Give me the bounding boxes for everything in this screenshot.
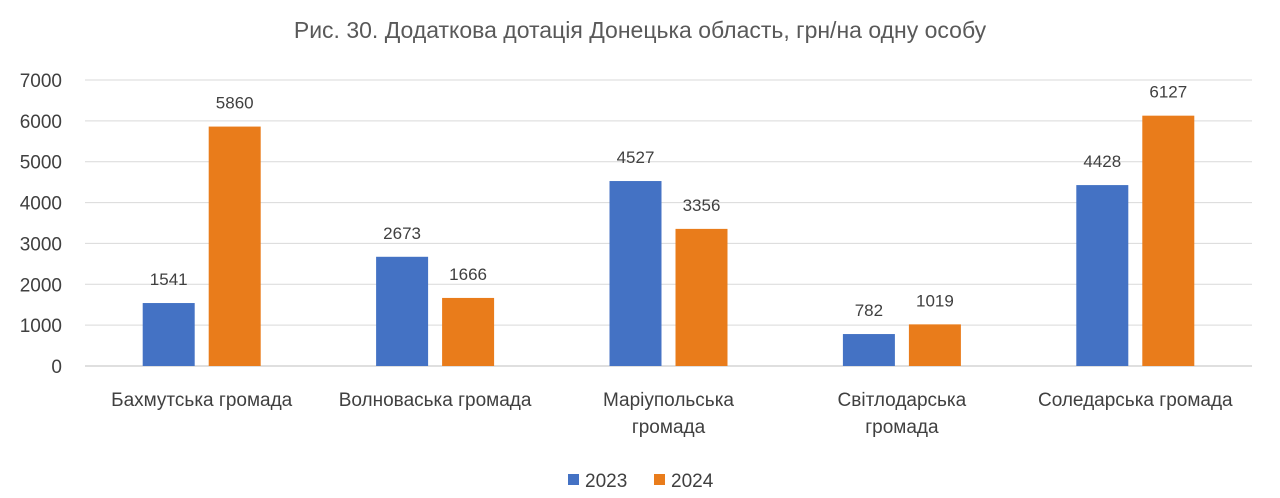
data-label: 4527 <box>617 148 655 167</box>
x-axis-categories: Бахмутська громада Волноваська громада Мар… <box>111 390 1233 438</box>
y-tick-label: 5000 <box>20 153 62 174</box>
legend-swatch-2024 <box>654 474 665 485</box>
bar-2023-2 <box>609 181 662 366</box>
y-tick-label: 1000 <box>20 316 62 337</box>
y-tick-label: 7000 <box>20 71 62 92</box>
category-label: громада <box>632 417 706 438</box>
bar-2024-3 <box>908 324 961 366</box>
category-label: громада <box>865 417 939 438</box>
data-label: 3356 <box>683 196 721 215</box>
y-tick-label: 3000 <box>20 234 62 255</box>
category-label: Волноваська громада <box>339 390 532 411</box>
legend: 2023 2024 <box>568 471 714 492</box>
y-tick-label: 2000 <box>20 275 62 296</box>
y-axis-ticks: 0 1000 2000 3000 4000 5000 6000 7000 <box>20 71 62 378</box>
bar-2024-0 <box>208 126 261 366</box>
legend-label: 2023 <box>585 471 627 492</box>
data-label: 1019 <box>916 291 954 310</box>
category-label: Маріупольська <box>603 390 734 411</box>
category-label: Соледарська громада <box>1038 390 1233 411</box>
category-label: Світлодарська <box>838 390 967 411</box>
data-label: 4428 <box>1083 152 1121 171</box>
data-label: 6127 <box>1149 83 1187 102</box>
bar-2023-4 <box>1076 185 1129 366</box>
bar-2024-4 <box>1142 115 1195 366</box>
bar-2023-0 <box>142 303 195 366</box>
chart-title: Рис. 30. Додаткова дотація Донецька обла… <box>294 17 987 43</box>
y-tick-label: 0 <box>51 357 62 378</box>
data-label: 782 <box>855 301 883 320</box>
y-tick-label: 4000 <box>20 194 62 215</box>
bar-2024-2 <box>675 228 728 366</box>
bar-2024-1 <box>442 297 495 366</box>
legend-swatch-2023 <box>568 474 579 485</box>
bar-2023-1 <box>376 256 429 366</box>
data-label: 5860 <box>216 94 254 113</box>
data-label: 2673 <box>383 224 421 243</box>
gridlines <box>85 79 1252 367</box>
data-label: 1541 <box>150 270 188 289</box>
category-label: Бахмутська громада <box>111 390 293 411</box>
bar-2023-3 <box>842 334 895 366</box>
legend-label: 2024 <box>671 471 714 492</box>
y-tick-label: 6000 <box>20 112 62 133</box>
bars <box>142 115 1195 366</box>
data-label: 1666 <box>449 265 487 284</box>
data-labels: 1541 5860 2673 1666 4527 3356 782 1019 4428 6127 <box>150 83 1187 320</box>
